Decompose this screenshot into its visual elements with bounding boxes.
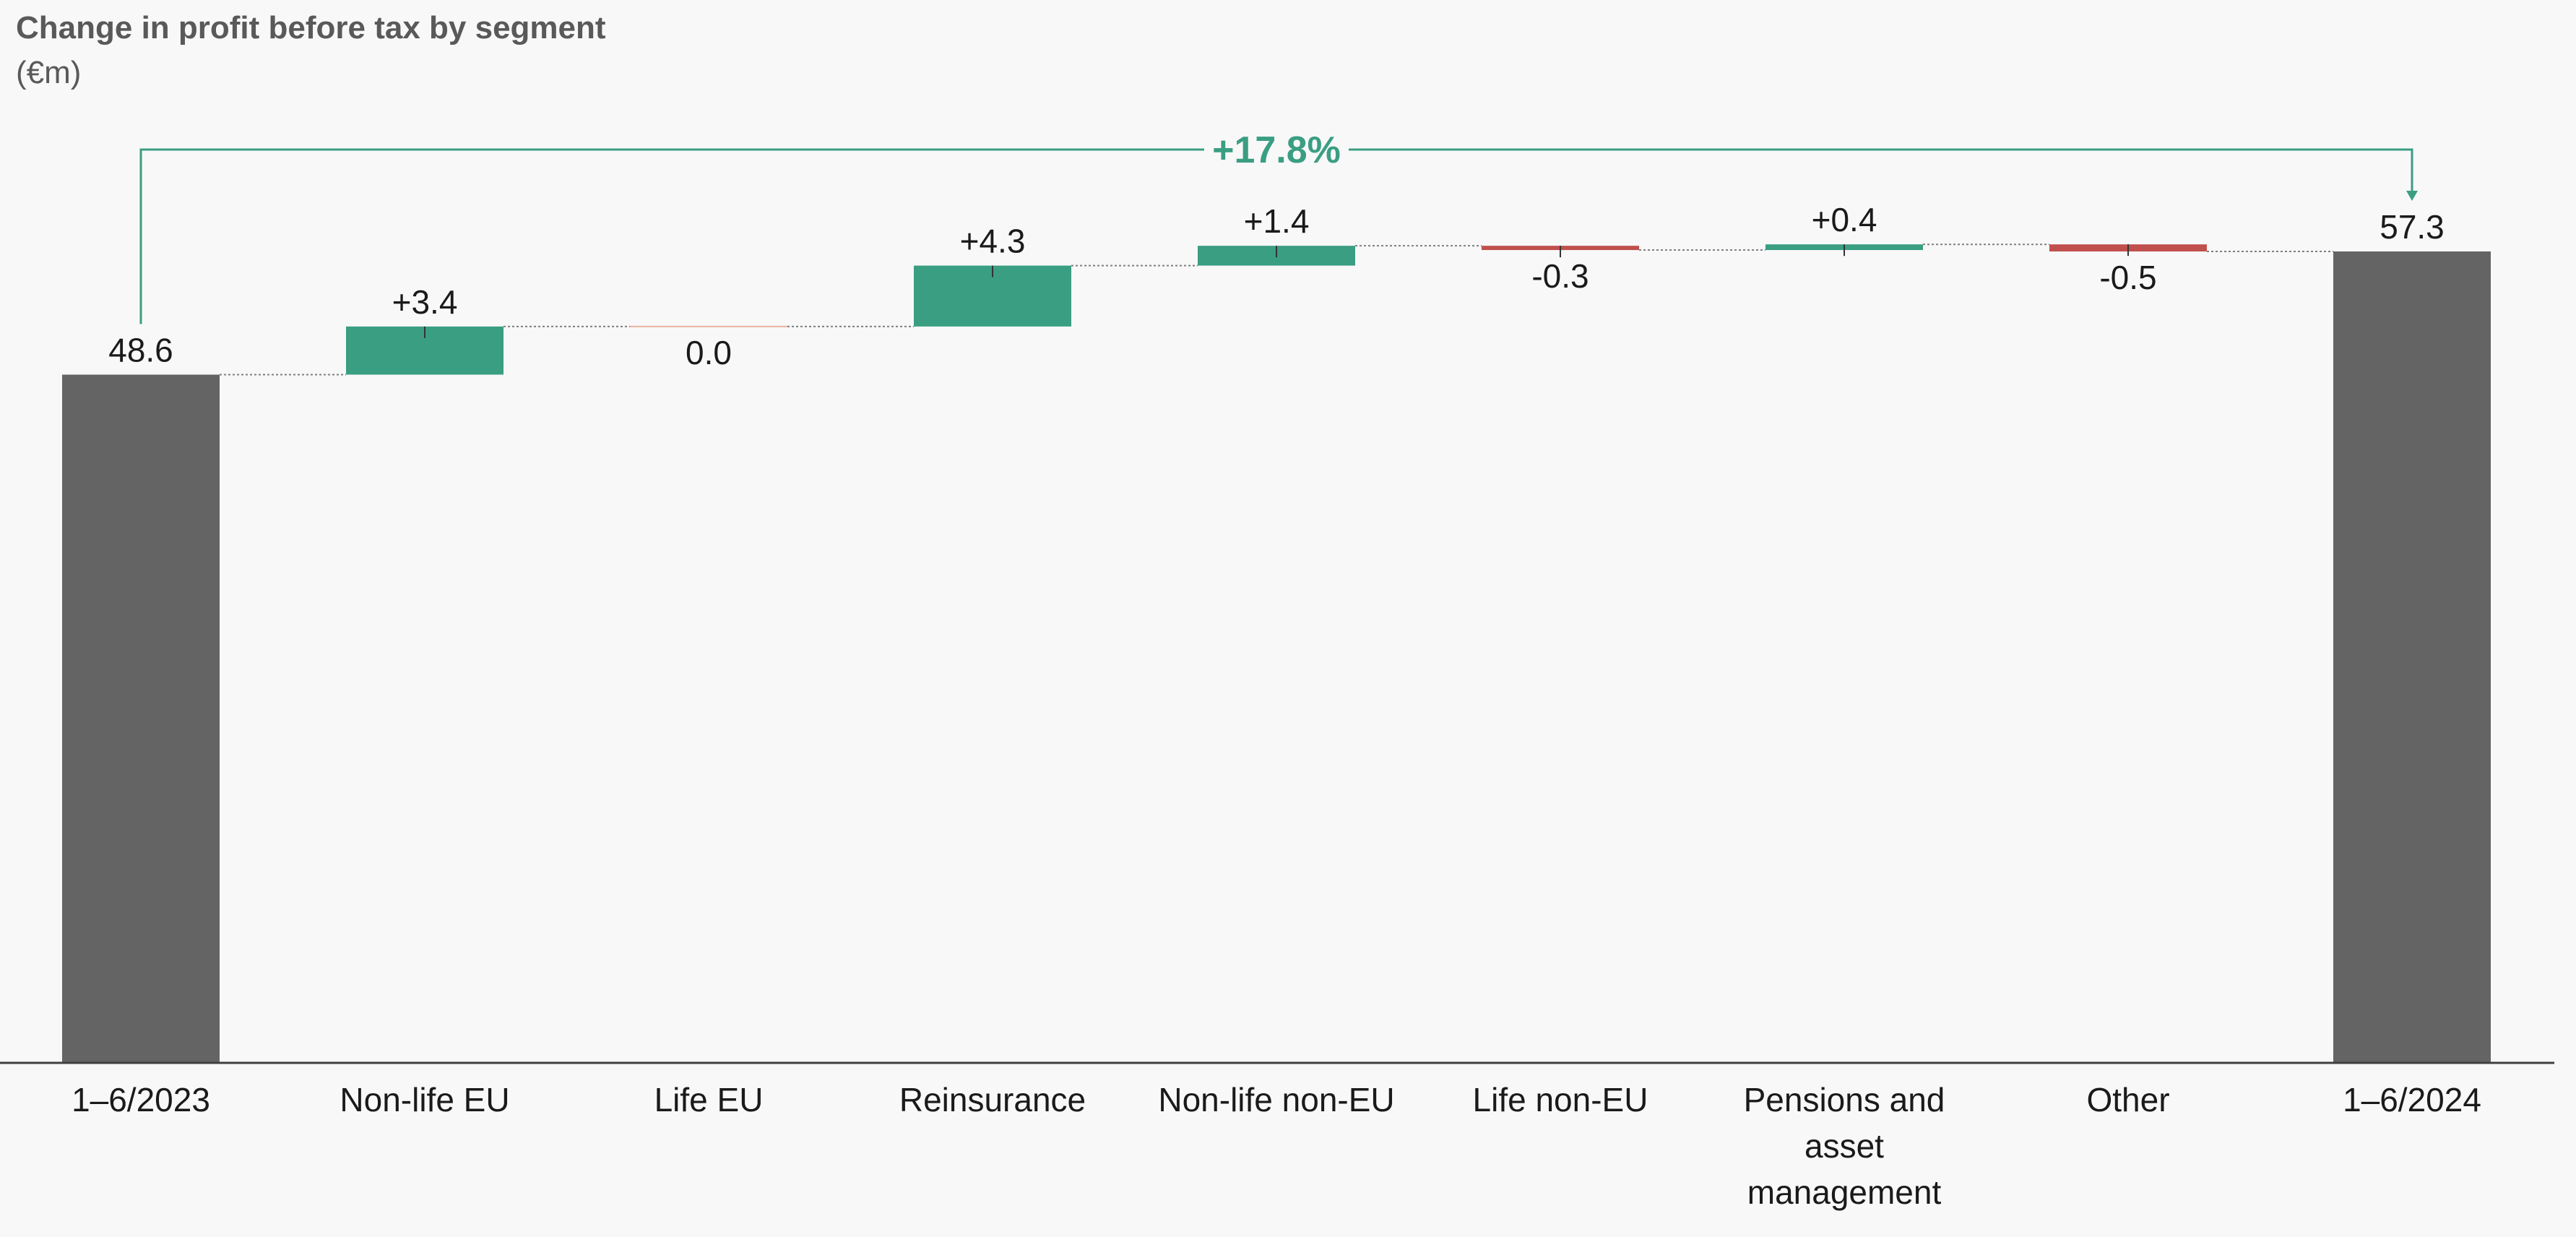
connector-lines [220, 243, 2333, 376]
category-label-2: Life EU [654, 1081, 764, 1119]
growth-label: +17.8% [1212, 129, 1341, 171]
growth-bracket-left [139, 148, 1204, 324]
category-label-3: Reinsurance [899, 1081, 1086, 1119]
value-label-1: +3.4 [392, 283, 458, 321]
category-label-6: Pensions and asset management [1744, 1081, 1945, 1211]
category-label-8: 1–6/2024 [2343, 1081, 2481, 1119]
category-label-1: Non-life EU [340, 1081, 509, 1119]
chart-subtitle: (€m) [16, 55, 82, 90]
value-label-3: +4.3 [960, 223, 1026, 260]
value-label-7: -0.5 [2099, 259, 2156, 296]
bar-2 [630, 325, 787, 327]
growth-arrowhead [2406, 191, 2418, 201]
value-label-6: +0.4 [1812, 201, 1877, 238]
category-labels: 1–6/2023 Non-life EU Life EU Reinsurance Non… [72, 1081, 2481, 1211]
growth-annotation: +17.8% [139, 129, 2418, 324]
bar-0 [62, 374, 220, 1063]
title-block: Change in profit before tax by segment (… [16, 6, 606, 95]
value-labels: 48.6 +3.4 0.0 +4.3 +1.4 -0.3 +0.4 -0.5 57.3 [108, 201, 2445, 371]
value-label-5: -0.3 [1531, 257, 1589, 295]
category-label-5: Life non-EU [1473, 1081, 1648, 1119]
category-label-7: Other [2086, 1081, 2169, 1119]
growth-bracket-right [1349, 148, 2413, 194]
value-label-2: 0.0 [686, 334, 732, 371]
value-label-0: 48.6 [108, 332, 173, 369]
value-label-4: +1.4 [1244, 202, 1310, 240]
bars [62, 244, 2491, 1063]
bar-8 [2333, 251, 2491, 1063]
value-label-8: 57.3 [2380, 208, 2445, 246]
category-label-0: 1–6/2023 [72, 1081, 210, 1119]
category-label-4: Non-life non-EU [1158, 1081, 1394, 1119]
chart-title: Change in profit before tax by segment [16, 10, 606, 46]
